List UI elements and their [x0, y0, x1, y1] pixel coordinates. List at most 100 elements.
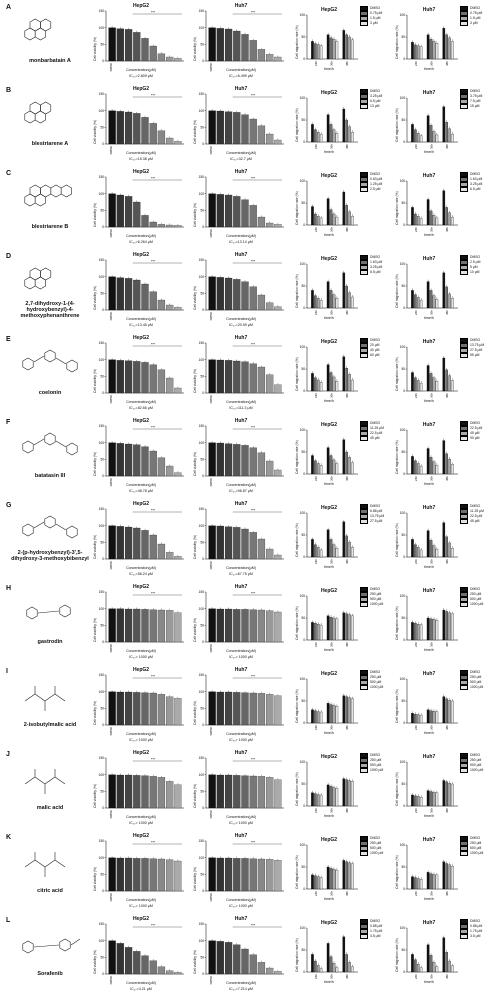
- migration-bar: [348, 862, 351, 890]
- y-tick-label: 50: [401, 699, 405, 703]
- x-axis-label: Concentration(μM): [226, 68, 256, 72]
- legend: DMSO 20 μM 40 μM 60 μM: [360, 338, 380, 358]
- migration-bar: [314, 793, 317, 807]
- legend-label: 20 μM: [370, 343, 380, 348]
- x-tick-label: 24h: [414, 61, 418, 66]
- chart-title: HepG2: [132, 584, 150, 590]
- y-tick-label: 0: [403, 57, 405, 61]
- legend-label: 1.25 μM: [370, 182, 383, 187]
- x-tick-label: 48h: [445, 725, 449, 730]
- legend-item: DMSO: [360, 6, 382, 11]
- migration-bar: [429, 125, 433, 143]
- x-tick-label: 24h: [314, 144, 318, 149]
- legend-item: DMSO: [360, 421, 384, 426]
- legend-item: 1000 μM: [360, 602, 383, 607]
- viability-bar: [166, 552, 174, 560]
- viability-bar: [233, 858, 241, 892]
- y-tick-label: 50: [301, 948, 305, 952]
- legend-item: 1000 μM: [360, 851, 383, 856]
- x-tick-label: DMSO: [109, 809, 113, 818]
- x-tick-label: 48h: [345, 891, 349, 896]
- migration-bar: [435, 548, 439, 558]
- migration-bar: [411, 713, 414, 724]
- viability-bar: [224, 443, 233, 477]
- compound-row: I 2-isobutylmalic acid HepG2 0 50 100 150 DMSO *…: [0, 666, 498, 749]
- viability-bar: [274, 224, 282, 228]
- migration-bar: [432, 962, 436, 973]
- chart-title: Huh7: [422, 920, 436, 926]
- migration-bar: [311, 709, 314, 724]
- legend-label: 2.5 μM: [470, 260, 481, 265]
- ic50-label: IC₅₀=96.87 μM: [229, 489, 253, 493]
- chart-title: HepG2: [132, 750, 150, 756]
- migration-bar: [332, 617, 336, 641]
- legend-item: 0.75 μM: [360, 11, 382, 16]
- viability-bar: [208, 27, 216, 62]
- viability-bar: [216, 28, 224, 62]
- y-tick-label: 100: [300, 428, 306, 432]
- y-tick-label: 50: [301, 699, 305, 703]
- migration-chart: HepG2 0 50 100 24h 36h 48h Cell migration rate …: [295, 671, 360, 741]
- significance-mark: ***: [251, 426, 256, 430]
- viability-bar: [208, 110, 216, 145]
- chart-title: Huh7: [234, 86, 248, 92]
- legend-item: DMSO: [460, 919, 482, 924]
- viability-bar: [116, 691, 124, 726]
- x-tick-label: DMSO: [209, 228, 213, 237]
- x-tick-label: 48h: [445, 144, 449, 149]
- migration-bar: [414, 460, 417, 475]
- viability-chart: Huh7 0 50 100 150 DMSO *** Cell viability (%) Co…: [193, 916, 286, 996]
- migration-bar: [429, 791, 433, 807]
- viability-bar: [216, 941, 224, 975]
- legend-item: 1000 μM: [460, 685, 483, 690]
- migration-bar: [414, 129, 417, 143]
- x-tick-label: 48h: [445, 476, 449, 481]
- viability-bar: [274, 384, 282, 394]
- migration-bar: [332, 294, 336, 309]
- legend-swatch: [360, 270, 368, 275]
- migration-bar: [314, 875, 317, 890]
- migration-bar: [329, 209, 333, 226]
- x-tick-label: 48h: [345, 227, 349, 232]
- viability-bar: [166, 56, 174, 62]
- migration-bar: [442, 272, 446, 309]
- migration-bar: [429, 955, 433, 973]
- y-tick-label: 150: [99, 507, 105, 511]
- migration-bar: [332, 963, 336, 973]
- y-tick-label: 100: [99, 939, 105, 943]
- viability-bar: [116, 943, 124, 975]
- significance-mark: ***: [151, 343, 156, 347]
- migration-bar: [326, 198, 330, 226]
- compound-name: coelonin: [38, 390, 62, 396]
- viability-bar: [166, 304, 174, 311]
- viability-bar: [149, 609, 157, 643]
- x-axis-label: time/h: [324, 67, 334, 71]
- y-tick-label: 100: [300, 262, 306, 266]
- legend-label: 1000 μM: [370, 685, 384, 690]
- legend-swatch: [360, 504, 368, 509]
- legend-item: 1000 μM: [360, 685, 383, 690]
- migration-bar: [445, 863, 448, 890]
- viability-bar: [141, 362, 149, 394]
- y-tick-label: 0: [303, 804, 305, 808]
- legend-swatch: [360, 260, 368, 265]
- y-tick-label: 50: [100, 458, 104, 462]
- migration-chart: Huh7 0 50 100 24h 36h 48h Cell migration rate (…: [395, 173, 460, 243]
- migration-bar: [414, 294, 417, 309]
- viability-bar: [216, 194, 224, 228]
- viability-bar: [241, 281, 249, 311]
- y-tick-label: 0: [202, 474, 204, 478]
- migration-bar: [351, 296, 354, 309]
- legend-swatch: [360, 436, 368, 441]
- y-tick-label: 0: [202, 557, 204, 561]
- y-tick-label: 50: [100, 126, 104, 130]
- legend-item: DMSO: [460, 338, 484, 343]
- ic50-label: IC₅₀=20.59 μM: [229, 323, 253, 327]
- x-tick-label: 36h: [430, 476, 434, 481]
- viability-bar: [124, 947, 133, 975]
- legend-label: 1000 μM: [470, 685, 484, 690]
- y-axis-label: Cell migration rate (%): [395, 772, 399, 806]
- viability-bar: [108, 774, 116, 809]
